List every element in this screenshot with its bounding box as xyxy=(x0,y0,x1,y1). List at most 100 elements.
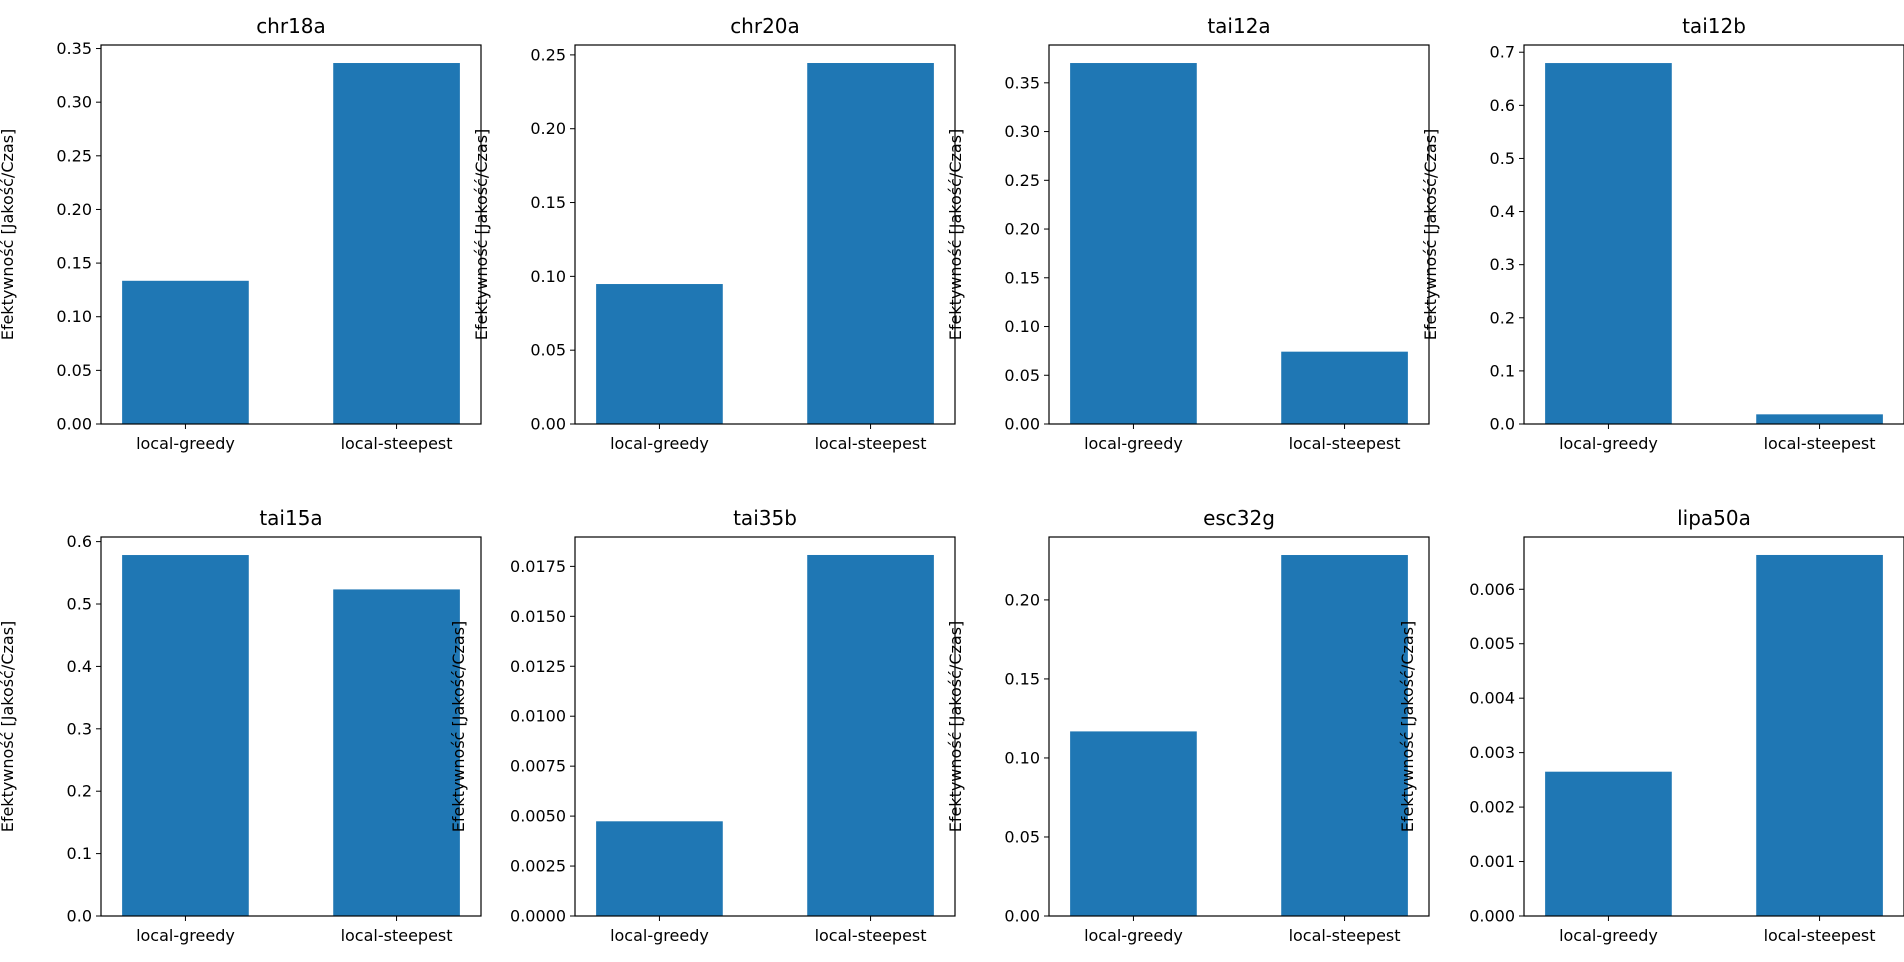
axes-frame xyxy=(1523,536,1904,917)
x-tick-label: local-greedy xyxy=(136,434,235,453)
y-tick-label: 0.35 xyxy=(56,39,92,58)
y-tick-label: 0.0175 xyxy=(510,557,566,576)
y-axis-label: Efektywność [Jakość/Czas] xyxy=(449,621,468,833)
y-tick-label: 0.002 xyxy=(1469,798,1515,817)
y-axis-label: Efektywność [Jakość/Czas] xyxy=(1421,129,1440,341)
subplot-tai15a: tai15a local-greedy local-steepest 0.0 0.1 0.… xyxy=(0,506,482,945)
axes-frame xyxy=(1048,44,1430,425)
x-tick-label: local-steepest xyxy=(341,434,453,453)
y-tick-label: 0.006 xyxy=(1469,580,1515,599)
bar xyxy=(1281,555,1408,916)
y-axis-label: Efektywność [Jakość/Czas] xyxy=(0,621,17,833)
bar xyxy=(1756,554,1883,916)
axes-frame xyxy=(1048,536,1430,917)
y-tick-label: 0.05 xyxy=(1004,827,1040,846)
y-tick-label: 0.10 xyxy=(1004,748,1040,767)
bar xyxy=(1070,63,1197,425)
axes-frame xyxy=(100,44,482,425)
subplot-tai12b: tai12b local-greedy local-steepest 0.0 0.1 0.… xyxy=(1421,14,1904,453)
y-tick-label: 0.05 xyxy=(1004,366,1040,385)
y-tick-label: 0.25 xyxy=(1004,171,1040,190)
y-tick-label: 0.7 xyxy=(1490,43,1515,62)
y-tick-label: 0.00 xyxy=(1004,907,1040,926)
y-tick-label: 0.05 xyxy=(530,341,566,360)
axes-frame xyxy=(100,536,482,917)
bar xyxy=(122,555,249,916)
y-tick-label: 0.003 xyxy=(1469,743,1515,762)
y-axis-label: Efektywność [Jakość/Czas] xyxy=(946,621,965,833)
bar xyxy=(333,63,460,425)
y-tick-label: 0.20 xyxy=(1004,220,1040,239)
y-tick-label: 0.3 xyxy=(67,719,92,738)
subplot-title: tai12b xyxy=(1682,14,1746,38)
subplot-tai35b: tai35b local-greedy local-steepest 0.0000 0.… xyxy=(449,506,956,945)
bar xyxy=(1756,414,1883,424)
y-tick-label: 0.001 xyxy=(1469,852,1515,871)
y-tick-label: 0.2 xyxy=(1490,308,1515,327)
bar xyxy=(1545,63,1672,424)
bar xyxy=(1545,771,1672,916)
y-tick-label: 0.30 xyxy=(1004,122,1040,141)
axes-frame xyxy=(574,536,956,917)
subplot-lipa50a: lipa50a local-greedy local-steepest 0.000 0.… xyxy=(1398,506,1904,945)
subplot-title: tai15a xyxy=(259,506,322,530)
y-tick-label: 0.15 xyxy=(56,254,92,273)
bar xyxy=(1281,351,1408,424)
y-tick-label: 0.10 xyxy=(1004,317,1040,336)
y-tick-label: 0.005 xyxy=(1469,634,1515,653)
y-tick-label: 0.5 xyxy=(67,595,92,614)
y-tick-label: 0.0 xyxy=(67,907,92,926)
x-tick-label: local-greedy xyxy=(136,926,235,945)
y-tick-label: 0.20 xyxy=(530,119,566,138)
bar xyxy=(333,589,460,916)
y-tick-label: 0.0125 xyxy=(510,657,566,676)
x-tick-label: local-steepest xyxy=(1289,434,1401,453)
y-tick-label: 0.0150 xyxy=(510,607,566,626)
x-tick-label: local-steepest xyxy=(1764,434,1876,453)
x-tick-label: local-greedy xyxy=(1084,434,1183,453)
bar xyxy=(1070,731,1197,916)
y-tick-label: 0.0100 xyxy=(510,707,566,726)
subplot-title: lipa50a xyxy=(1677,506,1751,530)
y-tick-label: 0.15 xyxy=(1004,669,1040,688)
y-tick-label: 0.000 xyxy=(1469,907,1515,926)
y-tick-label: 0.6 xyxy=(1490,96,1515,115)
subplot-chr18a: chr18a local-greedy local-steepest 0.00 0.05… xyxy=(0,14,482,453)
y-tick-label: 0.10 xyxy=(56,307,92,326)
y-tick-label: 0.4 xyxy=(1490,202,1515,221)
y-tick-label: 0.10 xyxy=(530,267,566,286)
x-tick-label: local-greedy xyxy=(1084,926,1183,945)
y-tick-label: 0.1 xyxy=(1490,361,1515,380)
y-tick-label: 0.35 xyxy=(1004,73,1040,92)
subplot-esc32g: esc32g local-greedy local-steepest 0.00 0.05… xyxy=(946,506,1430,945)
y-tick-label: 0.004 xyxy=(1469,689,1515,708)
bar xyxy=(807,554,934,916)
x-tick-label: local-greedy xyxy=(610,926,709,945)
y-tick-label: 0.3 xyxy=(1490,255,1515,274)
x-tick-label: local-steepest xyxy=(1289,926,1401,945)
y-tick-label: 0.30 xyxy=(56,93,92,112)
subplot-title: esc32g xyxy=(1203,506,1275,530)
y-tick-label: 0.05 xyxy=(56,361,92,380)
subplot-chr20a: chr20a local-greedy local-steepest 0.00 0.05… xyxy=(472,14,956,453)
x-tick-label: local-steepest xyxy=(1764,926,1876,945)
y-tick-label: 0.0050 xyxy=(510,807,566,826)
y-tick-label: 0.0075 xyxy=(510,757,566,776)
y-tick-label: 0.1 xyxy=(67,844,92,863)
y-axis-label: Efektywność [Jakość/Czas] xyxy=(1398,621,1417,833)
y-tick-label: 0.00 xyxy=(530,415,566,434)
subplot-title: tai35b xyxy=(733,506,797,530)
subplot-title: chr20a xyxy=(730,14,800,38)
x-tick-label: local-greedy xyxy=(1559,434,1658,453)
y-tick-label: 0.00 xyxy=(1004,415,1040,434)
x-tick-label: local-steepest xyxy=(341,926,453,945)
y-tick-label: 0.0025 xyxy=(510,857,566,876)
bar xyxy=(807,63,934,425)
y-tick-label: 0.0000 xyxy=(510,907,566,926)
subplot-title: chr18a xyxy=(256,14,326,38)
bar xyxy=(122,280,249,424)
x-tick-label: local-steepest xyxy=(815,434,927,453)
y-axis-label: Efektywność [Jakość/Czas] xyxy=(0,129,17,341)
subplot-title: tai12a xyxy=(1207,14,1270,38)
